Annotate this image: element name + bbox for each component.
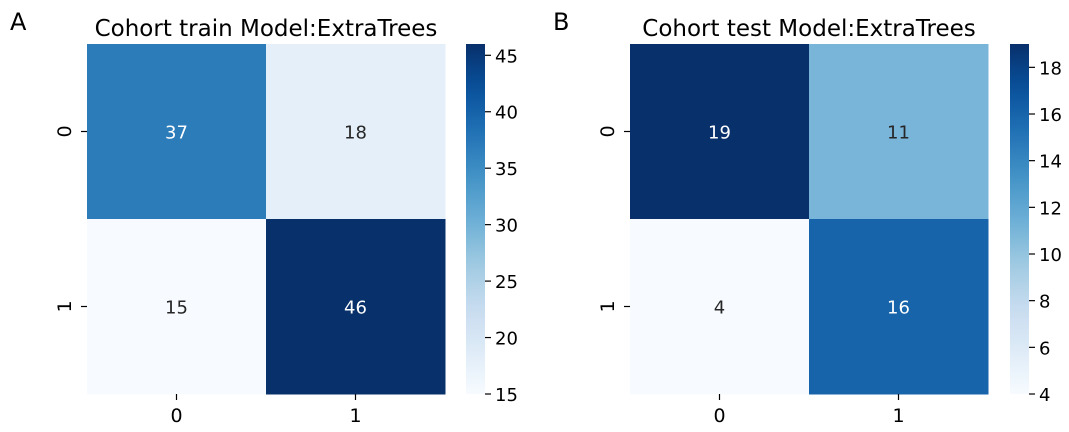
panel-a: A Cohort train Model:ExtraTrees 37 18 15 46 0 1… — [10, 8, 518, 427]
cell-value-label-r1-c1: 46 — [344, 298, 367, 319]
colorbar-tick-label: 12 — [1039, 198, 1062, 219]
colorbar — [1010, 44, 1029, 394]
heatmap-cell-r0-c0 — [630, 44, 810, 220]
chart-title: Cohort train Model:ExtraTrees — [95, 16, 438, 42]
heatmap-cell-r0-c1 — [809, 44, 989, 220]
colorbar-tick-label: 18 — [1039, 58, 1062, 79]
x-tick-label: 0 — [170, 405, 182, 427]
x-tick-label: 1 — [349, 405, 361, 427]
colorbar-tick-label: 4 — [1039, 385, 1050, 406]
colorbar-tick-label: 30 — [495, 216, 518, 237]
heatmap-cell-r1-c0 — [630, 219, 810, 395]
x-tick-label: 0 — [713, 405, 725, 427]
heatmap-cell-r1-c0 — [87, 219, 267, 395]
y-tick-label: 0 — [597, 125, 619, 137]
cell-value-label-r0-c1: 18 — [344, 123, 367, 144]
heatmap-cell-r0-c0 — [87, 44, 267, 220]
colorbar-tick-label: 6 — [1039, 338, 1050, 359]
x-tick-label: 1 — [892, 405, 904, 427]
chart-title: Cohort test Model:ExtraTrees — [642, 16, 975, 42]
colorbar — [466, 44, 485, 394]
colorbar-tick-label: 35 — [495, 159, 518, 180]
heatmap-cell-r1-c1 — [266, 219, 446, 395]
cell-value-label-r1-c1: 16 — [887, 298, 910, 319]
colorbar-tick-label: 16 — [1039, 105, 1062, 126]
colorbar-tick-label: 15 — [495, 385, 518, 406]
y-tick-label: 1 — [54, 300, 76, 312]
colorbar-tick-label: 25 — [495, 272, 518, 293]
cell-value-label-r1-c0: 4 — [714, 298, 725, 319]
heatmap-cell-r0-c1 — [266, 44, 446, 220]
cell-value-label-r0-c0: 37 — [165, 123, 188, 144]
y-tick-label: 0 — [54, 125, 76, 137]
colorbar-tick-label: 40 — [495, 103, 518, 124]
colorbar-tick-label: 14 — [1039, 152, 1062, 173]
heatmap-cell-r1-c1 — [809, 219, 989, 395]
colorbar-tick-label: 10 — [1039, 245, 1062, 266]
colorbar-tick-label: 45 — [495, 46, 518, 67]
cell-value-label-r1-c0: 15 — [165, 298, 188, 319]
panel-letter: B — [553, 8, 569, 36]
colorbar-tick-label: 20 — [495, 329, 518, 350]
y-tick-label: 1 — [597, 300, 619, 312]
cell-value-label-r0-c0: 19 — [708, 123, 731, 144]
cell-value-label-r0-c1: 11 — [887, 123, 910, 144]
colorbar-tick-label: 8 — [1039, 292, 1050, 313]
panel-letter: A — [10, 8, 27, 36]
